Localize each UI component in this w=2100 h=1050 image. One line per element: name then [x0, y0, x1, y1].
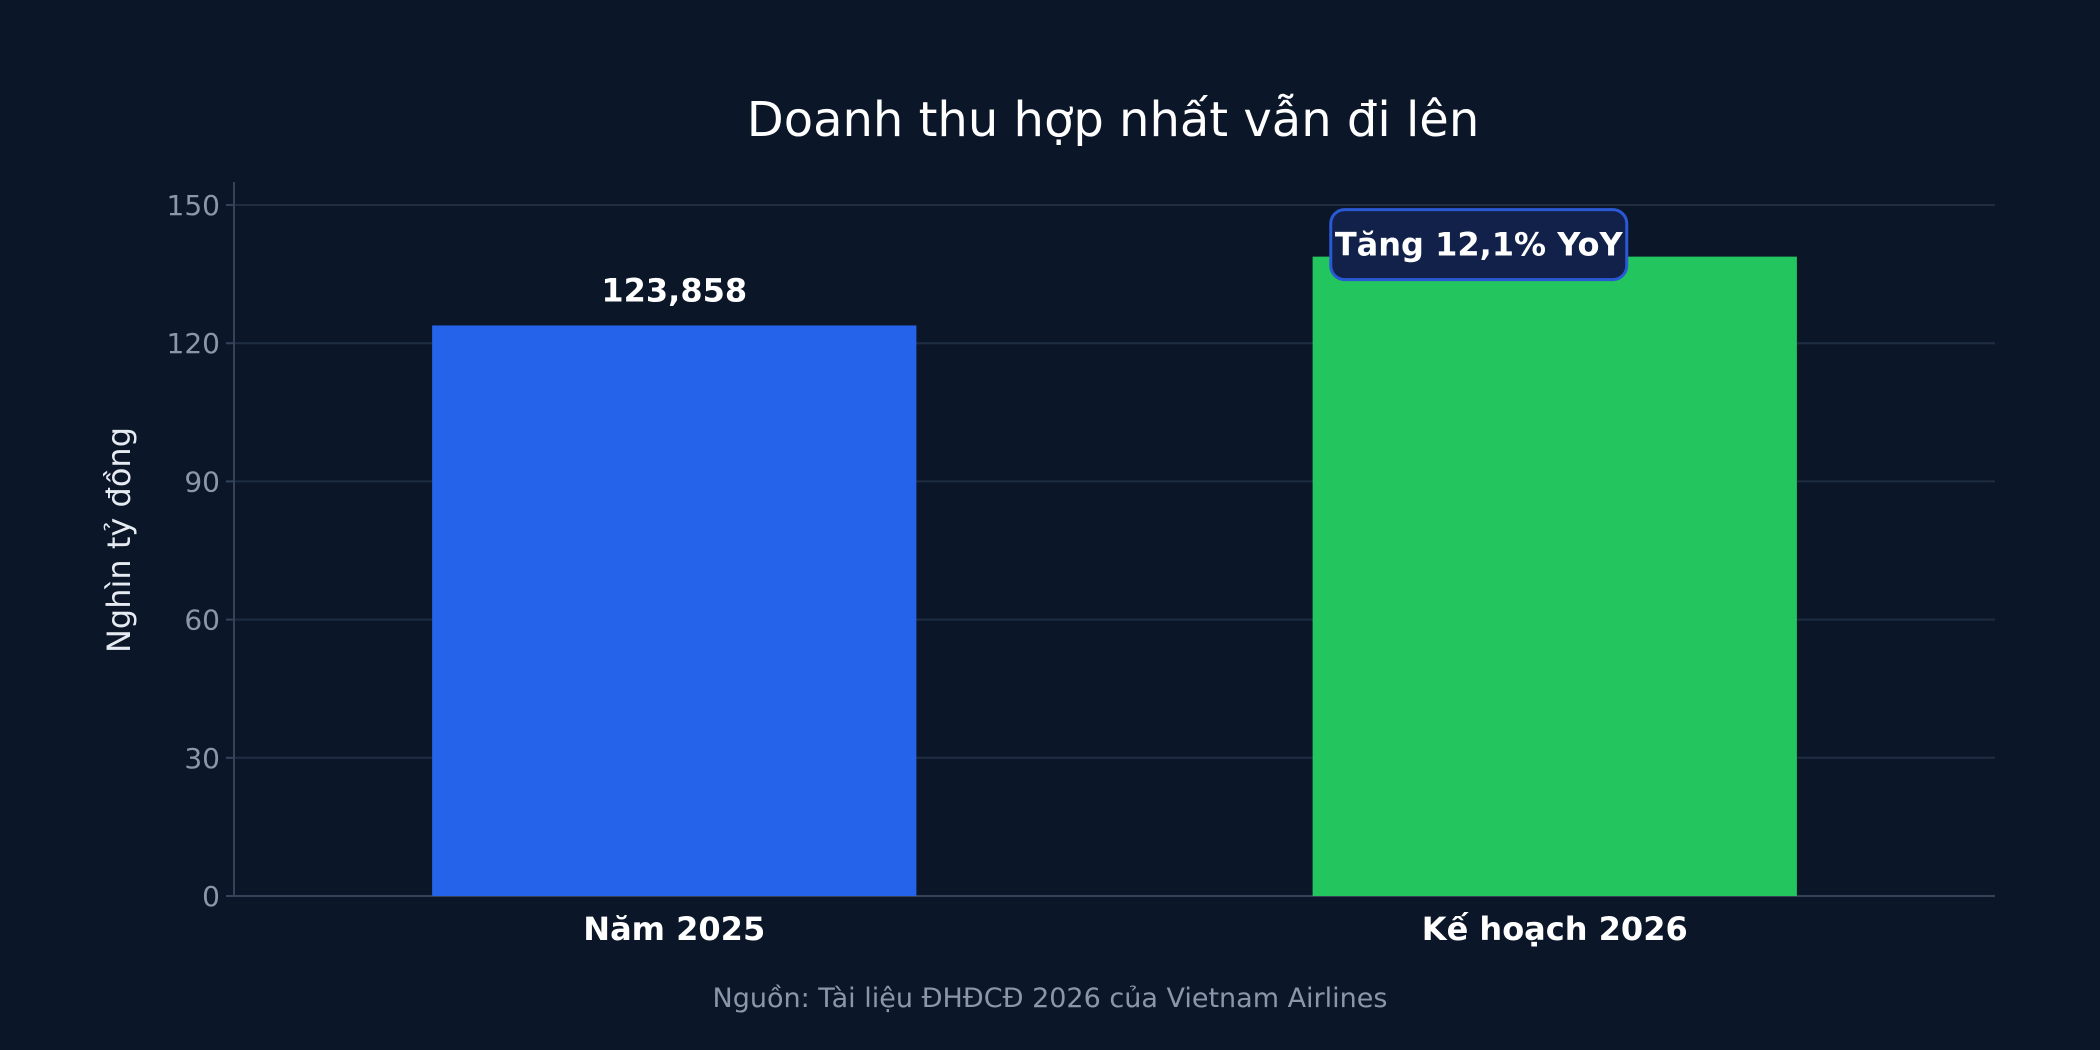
y-tick-label: 120: [167, 327, 220, 360]
chart-title: Doanh thu hợp nhất vẫn đi lên: [747, 92, 1479, 148]
data-label: 123,858: [601, 271, 747, 309]
annotation-box: [1329, 208, 1629, 282]
y-tick-label: 150: [167, 189, 220, 222]
x-tick-label: Năm 2025: [583, 910, 765, 948]
bar: [432, 325, 917, 896]
labels: Năm 2025 123,858 Kế hoạch 2026 Tăng 12,1% Y…: [583, 208, 1688, 948]
x-tick-label: Kế hoạch 2026: [1422, 910, 1688, 948]
bars: [432, 256, 1797, 896]
y-tick-label: 0: [202, 880, 220, 913]
y-tick-label: 60: [184, 604, 220, 637]
annotation-text: Tăng 12,1% YoY: [1335, 226, 1624, 264]
annotation-badge: Tăng 12,1% YoY: [1329, 208, 1629, 282]
y-tick-label: 90: [184, 465, 220, 498]
bar: [1312, 256, 1797, 896]
source-note: Nguồn: Tài liệu ĐHĐCĐ 2026 của Vietnam A…: [713, 983, 1388, 1014]
y-axis-label: Nghìn tỷ đồng: [100, 427, 138, 653]
y-tick-label: 30: [184, 742, 220, 775]
